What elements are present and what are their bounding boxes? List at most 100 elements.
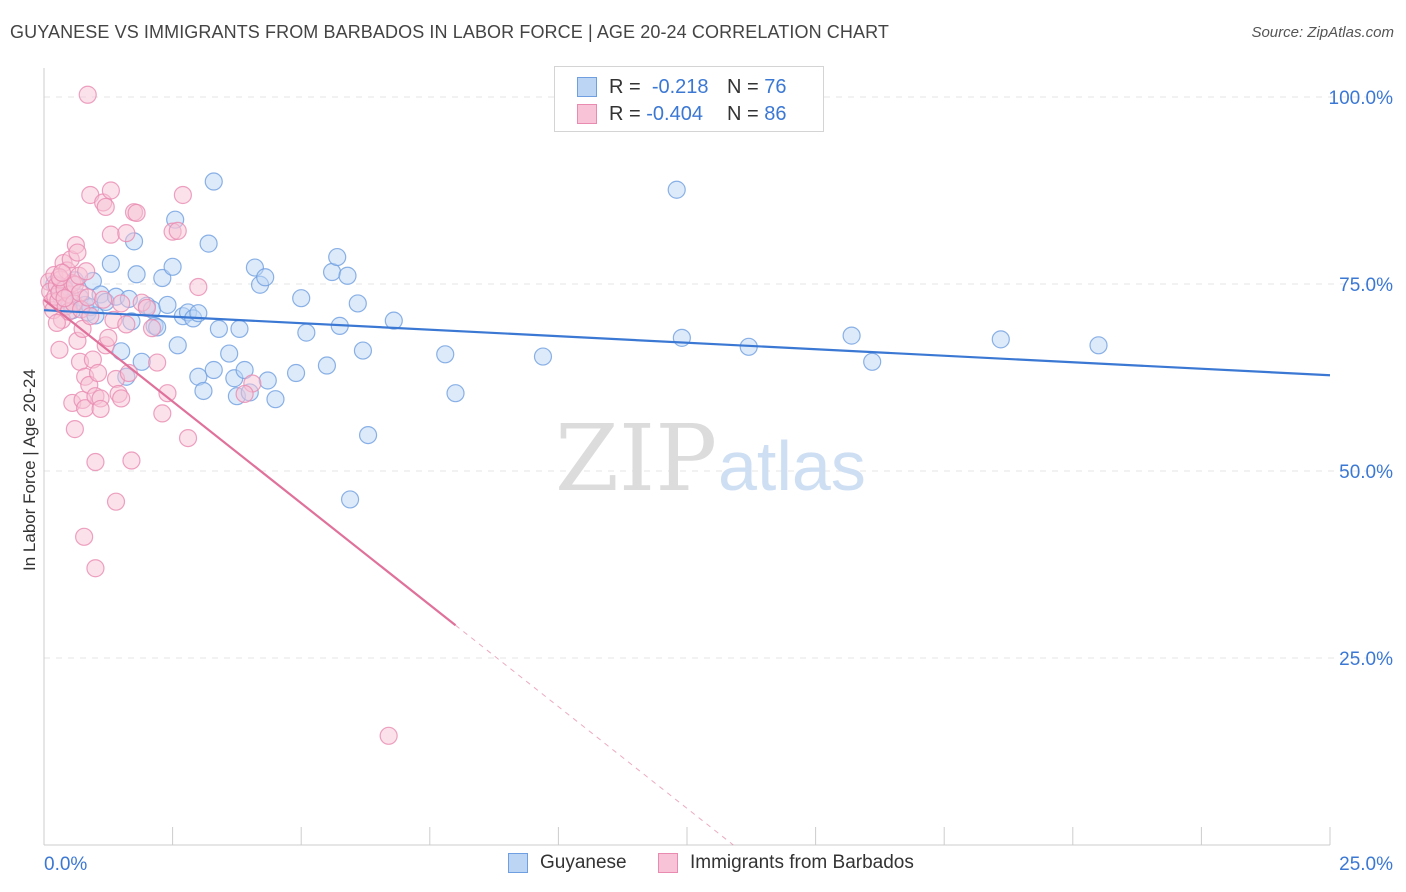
guyanese-point bbox=[230, 319, 249, 338]
legend-n-label: N = bbox=[727, 75, 759, 98]
y-tick-label: 100.0% bbox=[1329, 88, 1394, 109]
barbados-point bbox=[153, 404, 172, 423]
guyanese-trend-line bbox=[43, 309, 1331, 377]
barbados-point bbox=[94, 290, 113, 309]
barbados-point bbox=[158, 384, 177, 403]
legend-n-value: 76 bbox=[764, 75, 787, 98]
series-legend: Guyanese Immigrants from Barbados bbox=[0, 852, 1406, 878]
legend-r-group: R = -0.404 bbox=[609, 103, 727, 126]
barbados-point bbox=[106, 492, 126, 511]
barbados-point bbox=[148, 353, 167, 372]
tick-labels: 100.0% 75.0% 50.0% 25.0% 0.0% 25.0% bbox=[44, 88, 1393, 875]
legend-n-value: 86 bbox=[764, 102, 787, 125]
barbados-point bbox=[173, 185, 192, 205]
guyanese-point bbox=[863, 352, 882, 371]
barbados-point bbox=[117, 315, 136, 334]
chart-title: GUYANESE VS IMMIGRANTS FROM BARBADOS IN … bbox=[10, 22, 889, 42]
guyanese-point bbox=[266, 390, 285, 409]
guyanese-point bbox=[338, 266, 357, 285]
barbados-point bbox=[117, 224, 136, 243]
guyanese-point bbox=[101, 254, 120, 273]
barbados-point bbox=[379, 726, 398, 745]
stats-legend: R = -0.218 N = 76 R = -0.404 N = 86 bbox=[554, 66, 824, 132]
barbados-point bbox=[86, 452, 105, 472]
barbados-point bbox=[81, 307, 100, 326]
legend-r-value: -0.404 bbox=[646, 102, 703, 125]
barbados-point bbox=[235, 384, 254, 404]
barbados-point bbox=[77, 262, 96, 281]
guyanese-point bbox=[328, 247, 347, 267]
barbados-point bbox=[78, 85, 97, 104]
guyanese-point bbox=[358, 425, 378, 445]
guyanese-point bbox=[158, 295, 177, 315]
legend-r-label: R = bbox=[609, 102, 641, 125]
barbados-point bbox=[75, 527, 94, 546]
legend-swatch-blue bbox=[577, 77, 597, 97]
guyanese-point bbox=[256, 268, 275, 287]
barbados-point bbox=[96, 197, 115, 217]
legend-label-guyanese: Guyanese bbox=[540, 852, 627, 873]
watermark: ZIP atlas bbox=[555, 405, 866, 512]
legend-n-label: N = bbox=[727, 102, 759, 125]
barbados-point bbox=[88, 363, 108, 383]
guyanese-point bbox=[153, 268, 172, 288]
barbados-trend-line bbox=[43, 298, 457, 627]
guyanese-point bbox=[533, 347, 553, 366]
barbados-point bbox=[189, 277, 208, 297]
barbados-point bbox=[68, 243, 87, 262]
legend-item-barbados[interactable]: Immigrants from Barbados bbox=[658, 852, 914, 874]
guyanese-point bbox=[348, 294, 367, 313]
barbados-point bbox=[78, 288, 97, 307]
barbados-point bbox=[91, 399, 110, 419]
guyanese-point bbox=[384, 311, 403, 330]
y-tick-label: 75.0% bbox=[1339, 275, 1393, 296]
guyanese-point bbox=[168, 336, 187, 355]
guyanese-point bbox=[667, 180, 686, 199]
barbados-point bbox=[127, 203, 146, 223]
legend-swatch-pink bbox=[577, 104, 597, 124]
guyanese-point bbox=[317, 356, 337, 375]
barbados-point bbox=[142, 319, 162, 338]
legend-row-barbados: R = -0.404 N = 86 bbox=[577, 102, 787, 126]
guyanese-point bbox=[163, 257, 182, 276]
barbados-point bbox=[137, 298, 156, 318]
trend-lines bbox=[43, 298, 1331, 846]
barbados-point bbox=[112, 389, 131, 408]
barbados-point bbox=[86, 559, 105, 578]
guyanese-point bbox=[127, 265, 146, 284]
barbados-points bbox=[40, 85, 398, 745]
guyanese-point bbox=[209, 319, 228, 338]
barbados-point bbox=[112, 294, 131, 313]
legend-item-guyanese[interactable]: Guyanese bbox=[508, 852, 627, 874]
y-tick-label: 25.0% bbox=[1339, 649, 1393, 670]
barbados-point bbox=[52, 263, 72, 282]
y-tick-label: 50.0% bbox=[1339, 462, 1393, 483]
guyanese-point bbox=[446, 384, 465, 403]
barbados-trend-line-extension bbox=[455, 624, 734, 846]
guyanese-point bbox=[199, 234, 218, 253]
chart-source: Source: ZipAtlas.com bbox=[1251, 24, 1394, 41]
barbados-point bbox=[55, 289, 74, 308]
barbados-point bbox=[101, 181, 120, 200]
guyanese-point bbox=[235, 360, 254, 380]
guyanese-point bbox=[340, 490, 360, 509]
barbados-point bbox=[178, 428, 198, 448]
legend-row-guyanese: R = -0.218 N = 76 bbox=[577, 75, 787, 99]
legend-r-value: -0.218 bbox=[651, 75, 709, 98]
guyanese-point bbox=[991, 330, 1010, 349]
watermark-zip: ZIP bbox=[555, 405, 717, 512]
legend-r-group: R = -0.218 bbox=[609, 76, 727, 99]
guyanese-point bbox=[220, 344, 239, 363]
x-tick-label: 25.0% bbox=[1339, 854, 1393, 875]
barbados-point bbox=[122, 451, 141, 470]
barbados-point bbox=[65, 420, 84, 439]
guyanese-point bbox=[194, 381, 213, 401]
y-axis-label: In Labor Force | Age 20-24 bbox=[20, 369, 39, 571]
legend-swatch-guyanese bbox=[508, 853, 528, 873]
axes bbox=[43, 68, 1331, 846]
guyanese-point bbox=[297, 323, 316, 342]
barbados-point bbox=[47, 313, 66, 332]
guyanese-point bbox=[204, 360, 223, 380]
guyanese-point bbox=[204, 172, 223, 191]
